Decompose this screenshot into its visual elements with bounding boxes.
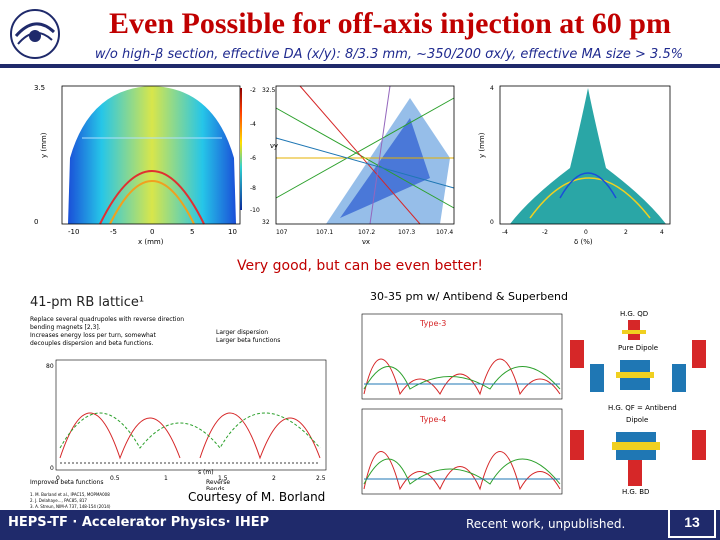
- page-number-box: [668, 508, 716, 538]
- type4-label: Type-4: [419, 415, 446, 424]
- courtesy-credit: Courtesy of M. Borland: [186, 490, 328, 504]
- magnet-label: Pure Dipole: [618, 344, 658, 352]
- fma-xtick: 107: [276, 229, 288, 236]
- ma-xtick: -4: [502, 229, 508, 236]
- rb-ytick: 0: [50, 465, 54, 472]
- title-rule: [0, 64, 720, 68]
- rb-xtick: 0: [56, 475, 60, 482]
- ma-ylabel: y (mm): [478, 132, 486, 158]
- ma-xtick: 4: [660, 229, 664, 236]
- footer-bar: [0, 510, 720, 540]
- da-xlabel: x (mm): [138, 238, 164, 246]
- rb-note: Replace several quadrupoles with reverse…: [30, 316, 184, 323]
- rb-ytick: 80: [46, 363, 54, 370]
- dynamic-aperture-plot: 3.5 0 -10 -5 0 5 10 x (mm) y (mm): [34, 84, 241, 246]
- rb-note: Increases energy loss per turn, somewhat: [30, 332, 156, 339]
- fma-xtick: 107.2: [358, 229, 375, 236]
- ma-ytick: 4: [490, 85, 494, 92]
- ma-xtick: 0: [584, 229, 588, 236]
- da-xtick: 0: [150, 228, 154, 236]
- fma-xtick: 107.4: [436, 229, 453, 236]
- ihep-logo: [10, 9, 60, 59]
- rb-xtick: 2: [272, 475, 276, 482]
- fma-ytick: 32.5: [262, 87, 276, 94]
- ma-xtick: -2: [542, 229, 548, 236]
- rb-lattice-panel: 41-pm RB lattice¹ Replace several quadru…: [30, 295, 327, 509]
- ma-ytick: 0: [490, 219, 494, 226]
- magnet-diagram: H.G. QD Pure Dipole H.G. QF = Antibend D…: [570, 310, 706, 496]
- footer-mid-text: Recent work, unpublished.: [466, 517, 626, 531]
- da-xtick: -10: [68, 228, 79, 236]
- da-xtick: 10: [228, 228, 237, 236]
- magnet-label: H.G. QD: [620, 310, 648, 318]
- rb-annot: Reverse: [206, 479, 230, 486]
- magnet-label: H.G. BD: [622, 488, 649, 496]
- fma-ylabel: νy: [270, 142, 278, 150]
- da-xtick: -5: [110, 228, 117, 236]
- page-number: 13: [684, 514, 700, 530]
- highlight-text: Very good, but can be even better!: [237, 258, 483, 274]
- rb-annot: Bends: [206, 486, 225, 493]
- rb-annot: Larger dispersion: [216, 329, 268, 336]
- da-xtick: 5: [190, 228, 194, 236]
- rb-ref: 3. A. Streun, NIM-A 737, 148-154 (2014): [30, 504, 111, 509]
- magnet-label: Dipole: [626, 416, 648, 424]
- slide-subtitle: w/o high-β section, effective DA (x/y): …: [58, 46, 720, 64]
- da-ylabel: y (mm): [40, 132, 48, 158]
- rb-annot: Larger beta functions: [216, 337, 280, 344]
- rb-note: decouples dispersion and beta functions.: [30, 340, 153, 347]
- fma-ytick: 32: [262, 219, 270, 226]
- footer-left-text: HEPS-TF · Accelerator Physics· IHEP: [8, 515, 270, 530]
- fma-xlabel: νx: [362, 238, 370, 246]
- fma-xtick: 107.1: [316, 229, 333, 236]
- rb-note: bending magnets [2,3].: [30, 324, 101, 331]
- da-ytick: 3.5: [34, 84, 45, 92]
- fma-cbtick: -8: [250, 185, 256, 192]
- fma-cbtick: -2: [250, 87, 256, 94]
- ma-xlabel: δ (%): [574, 238, 593, 246]
- lattice-types-panel: Type-3 Type-4: [361, 313, 563, 495]
- rb-xlabel: s (m): [198, 469, 214, 476]
- momentum-aperture-plot: 4 0 -4 -2 0 2 4 δ (%) y (mm): [478, 85, 671, 246]
- rb-ref: 1. M. Borland et al., IPAC15, MOPMA008: [30, 492, 110, 497]
- da-ytick: 0: [34, 218, 38, 226]
- fma-cbtick: -4: [250, 121, 256, 128]
- type3-label: Type-3: [419, 319, 446, 328]
- rb-xtick: 2.5: [316, 475, 326, 482]
- ma-xtick: 2: [624, 229, 628, 236]
- rb-ref: 2. J. Delahaye..., PAC85, 817: [30, 498, 87, 503]
- fma-cbtick: -6: [250, 155, 256, 162]
- fma-xtick: 107.3: [398, 229, 415, 236]
- rb-annot: Improved beta functions: [30, 479, 103, 486]
- frequency-map-plot: -2 -4 -6 -8 -10 32.5 32 107 107.1 107.2 …: [240, 85, 455, 246]
- rb-xtick: 1: [164, 475, 168, 482]
- magnet-label: H.G. QF = Antibend: [608, 404, 677, 412]
- slide-title: Even Possible for off-axis injection at …: [109, 7, 671, 40]
- rb-xtick: 0.5: [110, 475, 120, 482]
- rb-heading: 41-pm RB lattice¹: [30, 295, 144, 310]
- rb-xtick: 1.5: [218, 475, 228, 482]
- lattice-caption: 30-35 pm w/ Antibend & Superbend: [370, 290, 568, 303]
- fma-cbtick: -10: [250, 207, 260, 214]
